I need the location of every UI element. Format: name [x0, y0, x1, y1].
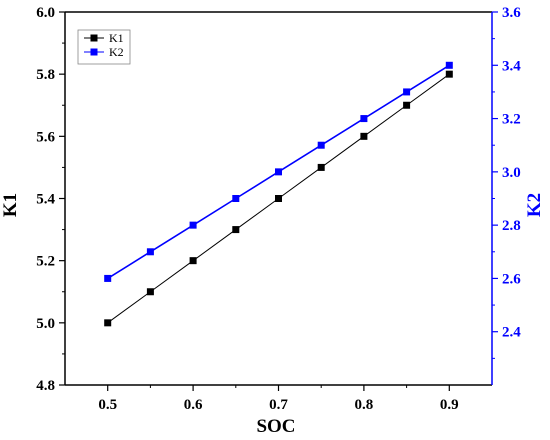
y-tick-label: 5.4: [36, 192, 55, 208]
y-tick-label: 5.8: [36, 67, 55, 83]
data-point-k2: [403, 88, 411, 96]
data-point-k1: [104, 319, 112, 327]
legend-label-k1: K1: [109, 31, 124, 45]
y-tick-label: 5.0: [36, 316, 55, 332]
x-axis-title: SOC: [256, 416, 295, 437]
legend-item-k2: K2: [84, 45, 124, 59]
y-axis-right: 2.4 2.6 2.8 3.0 3.2 3.4 3.6: [492, 5, 521, 359]
y-tick-label: 5.2: [36, 254, 55, 270]
y2-tick-label: 2.4: [502, 325, 521, 341]
data-point-k1: [403, 101, 411, 109]
y2-axis-title: K2: [524, 193, 545, 217]
y2-tick-label: 2.8: [502, 218, 521, 234]
data-point-k2: [189, 221, 197, 229]
y-tick-label: 4.8: [36, 378, 55, 394]
y2-tick-label: 2.6: [502, 271, 521, 287]
legend-item-k1: K1: [84, 31, 124, 45]
data-point-k1: [146, 288, 154, 296]
data-point-k1: [189, 257, 197, 265]
x-tick-label: 0.6: [184, 397, 203, 413]
x-tick-label: 0.5: [98, 397, 117, 413]
data-point-k2: [317, 141, 325, 149]
data-point-k2: [146, 248, 154, 256]
data-point-k2: [104, 274, 112, 282]
y2-tick-label: 3.4: [502, 58, 521, 74]
data-point-k2: [275, 168, 282, 176]
x-tick-label: 0.9: [440, 397, 459, 413]
legend-label-k2: K2: [109, 45, 124, 59]
x-axis: 0.5 0.6 0.7 0.8 0.9: [98, 385, 459, 413]
data-point-k1: [275, 195, 282, 202]
data-point-k2: [232, 195, 240, 202]
data-point-k1: [232, 226, 240, 234]
y-tick-label: 6.0: [36, 5, 55, 21]
legend-swatch-marker: [90, 48, 98, 56]
y-axis-left: 4.8 5.0 5.2 5.4 5.6 5.8 6.0: [36, 5, 65, 394]
legend: K1 K2: [77, 29, 131, 65]
y-axis-title: K1: [0, 193, 21, 217]
legend-box: [77, 29, 131, 65]
y2-tick-label: 3.2: [502, 112, 521, 128]
data-point-k1: [317, 163, 325, 171]
x-tick-label: 0.8: [355, 397, 374, 413]
y2-tick-label: 3.0: [502, 165, 521, 181]
legend-swatch-marker: [90, 34, 98, 42]
y-tick-label: 5.6: [36, 129, 55, 145]
data-point-k2: [360, 115, 368, 123]
data-point-k2: [445, 61, 453, 69]
series-layer: [104, 61, 453, 327]
data-point-k1: [445, 70, 453, 78]
y2-tick-label: 3.6: [502, 5, 521, 21]
data-point-k1: [360, 132, 368, 140]
x-tick-label: 0.7: [269, 397, 288, 413]
